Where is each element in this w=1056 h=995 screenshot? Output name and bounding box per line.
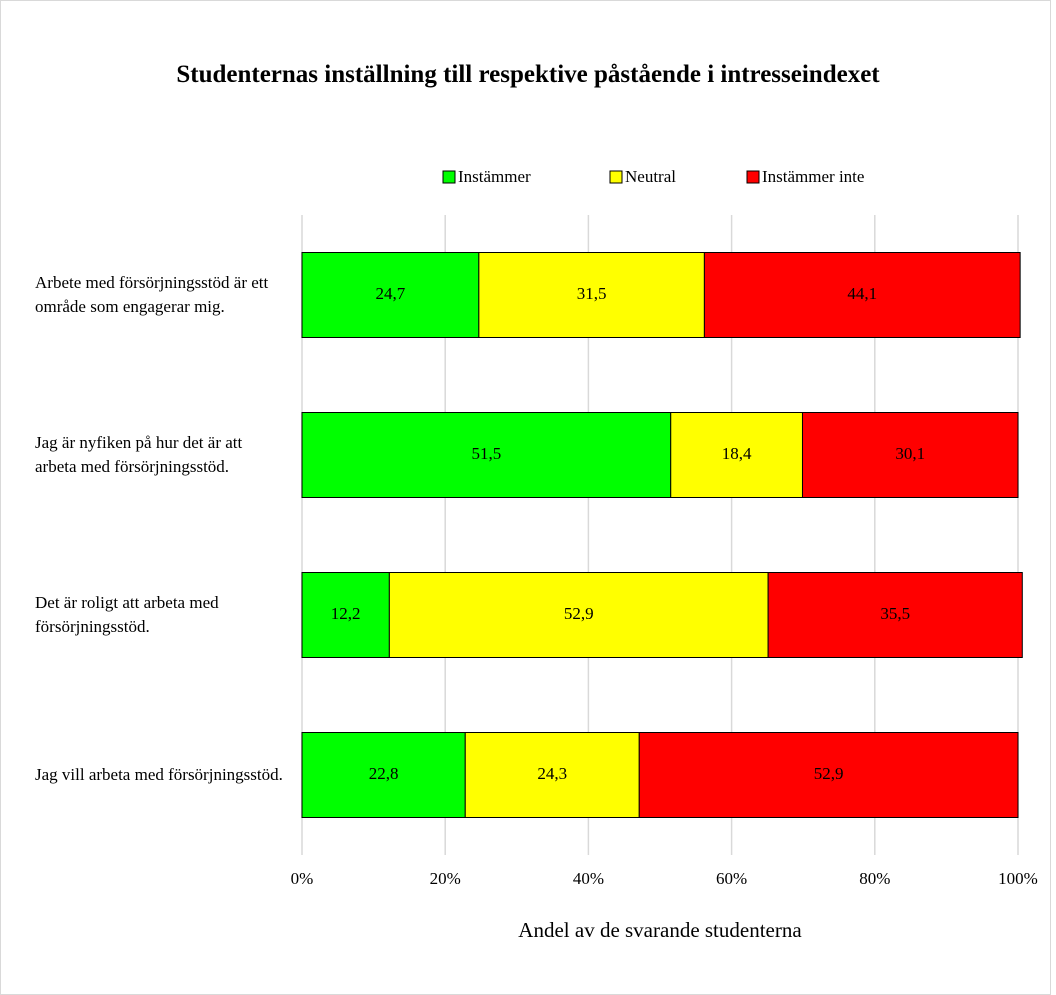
bar-segment — [703, 252, 1021, 338]
category-box: Arbete med försörjningsstöd är ett områd… — [35, 273, 269, 316]
bar-segment — [767, 572, 1023, 658]
x-tick-label: 20% — [430, 869, 461, 888]
y-tick-label: Jag är nyfiken på hur det är att arbeta … — [35, 433, 243, 476]
x-tick-label: 40% — [573, 869, 604, 888]
title-box: Studenternas inställning till respektive… — [176, 61, 880, 88]
chart-title: Studenternas inställning till respektive… — [176, 61, 880, 88]
y-tick-label: Jag vill arbeta med försörjningsstöd. — [35, 765, 283, 784]
bar-segment — [801, 412, 1019, 498]
data-label: 44,1 — [847, 284, 877, 303]
bar-segment — [464, 732, 640, 818]
legend-swatch — [609, 170, 623, 184]
bar-segment — [388, 572, 769, 658]
legend-label: Instämmer inte — [762, 167, 864, 186]
bar-segment — [301, 572, 390, 658]
bar-segment — [670, 412, 803, 498]
bar-segment — [478, 252, 705, 338]
bar-segment — [301, 732, 466, 818]
category-box: Det är roligt att arbeta med försörjning… — [35, 593, 219, 636]
y-tick-label: Det är roligt att arbeta med försörjning… — [35, 593, 219, 636]
x-tick-label: 0% — [291, 869, 314, 888]
bar-segment — [301, 412, 672, 498]
data-label: 22,8 — [369, 764, 399, 783]
legend-swatch — [442, 170, 456, 184]
legend-label: Neutral — [625, 167, 676, 186]
data-label: 30,1 — [895, 444, 925, 463]
legend-label: Instämmer — [458, 167, 531, 186]
category-box: Jag vill arbeta med försörjningsstöd. — [35, 765, 283, 784]
data-label: 52,9 — [814, 764, 844, 783]
x-tick-label: 80% — [859, 869, 890, 888]
data-label: 12,2 — [331, 604, 361, 623]
x-tick-label: 100% — [998, 869, 1038, 888]
legend-swatch — [746, 170, 760, 184]
y-tick-label: Arbete med försörjningsstöd är ett områd… — [35, 273, 269, 316]
data-label: 35,5 — [880, 604, 910, 623]
x-tick-label: 60% — [716, 869, 747, 888]
bar-segment — [638, 732, 1019, 818]
data-label: 31,5 — [577, 284, 607, 303]
data-label: 18,4 — [722, 444, 752, 463]
x-axis-title: Andel av de svarande studenterna — [518, 918, 802, 942]
data-label: 52,9 — [564, 604, 594, 623]
category-box: Jag är nyfiken på hur det är att arbeta … — [35, 433, 243, 476]
data-label: 24,7 — [376, 284, 406, 303]
data-label: 24,3 — [537, 764, 567, 783]
data-label: 51,5 — [471, 444, 501, 463]
